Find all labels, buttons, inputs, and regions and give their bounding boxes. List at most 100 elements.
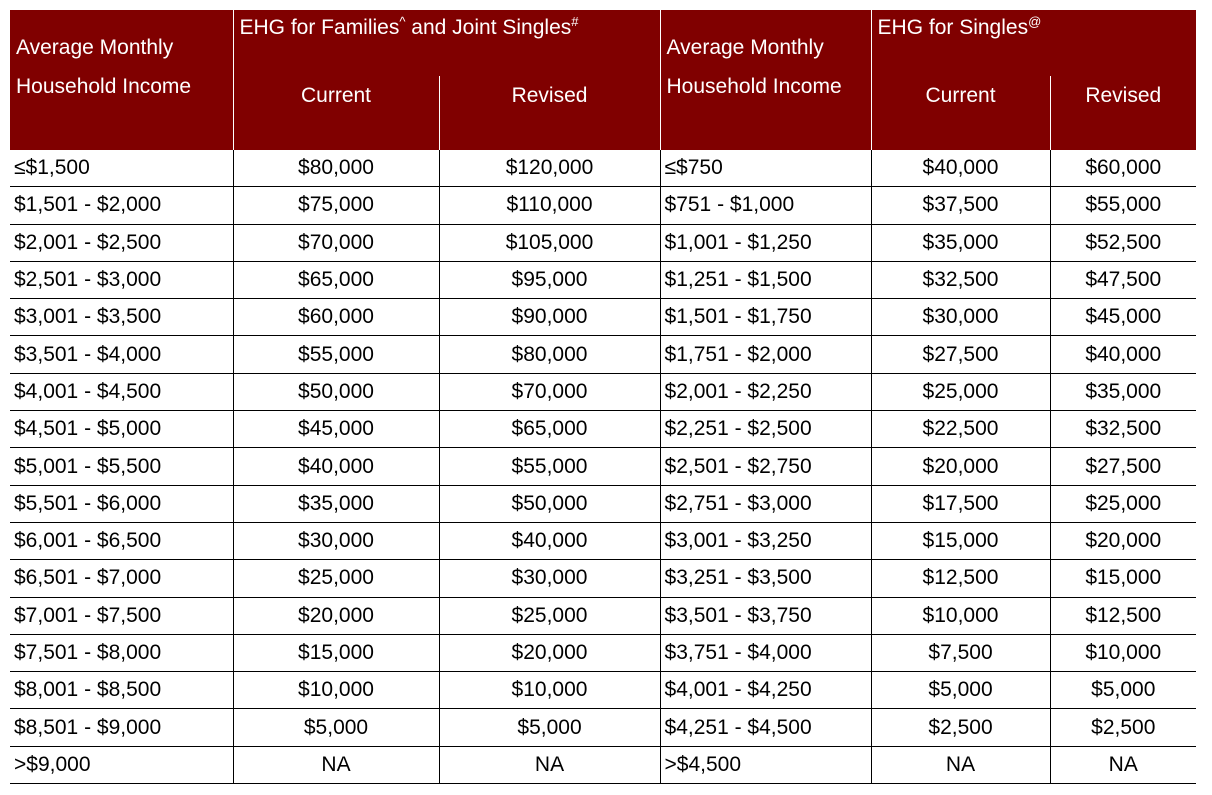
- header-families-current: Current: [232, 76, 439, 150]
- family-revised-cell: $55,000: [438, 447, 661, 486]
- families-label: EHG for Families: [239, 16, 400, 39]
- single-revised-cell: $2,500: [1049, 708, 1197, 747]
- header-singles-group: EHG for Singles@: [870, 10, 1197, 76]
- single-current-cell: $22,500: [870, 410, 1051, 449]
- singles-mark: @: [1028, 14, 1042, 29]
- family-current-cell: $10,000: [232, 671, 439, 710]
- family-income-cell: $5,001 - $5,500: [10, 447, 233, 486]
- family-current-cell: $35,000: [232, 485, 439, 523]
- table-row: $5,001 - $5,500 $40,000 $55,000 $2,501 - $2…: [10, 447, 1197, 486]
- single-revised-cell: $27,500: [1049, 447, 1197, 486]
- single-current-cell: $32,500: [870, 261, 1051, 300]
- singles-label: EHG for Singles: [877, 16, 1029, 39]
- single-current-cell: $10,000: [870, 597, 1051, 635]
- single-current-cell: $30,000: [870, 298, 1051, 337]
- family-current-cell: NA: [232, 746, 439, 785]
- table-row: $2,501 - $3,000 $65,000 $95,000 $1,251 - $1…: [10, 261, 1197, 300]
- family-revised-cell: $40,000: [438, 522, 661, 561]
- single-revised-cell: $20,000: [1049, 522, 1197, 561]
- table-body: ≤$1,500 $80,000 $120,000 ≤$750 $40,000 $60,00…: [10, 150, 1197, 785]
- family-revised-cell: $120,000: [438, 150, 661, 188]
- family-current-cell: $20,000: [232, 597, 439, 635]
- single-revised-cell: $5,000: [1049, 671, 1197, 710]
- single-current-cell: $37,500: [870, 186, 1051, 225]
- single-income-cell: $2,001 - $2,250: [659, 373, 872, 412]
- table-row: $7,001 - $7,500 $20,000 $25,000 $3,501 - $3…: [10, 597, 1197, 635]
- family-current-cell: $25,000: [232, 559, 439, 598]
- family-current-cell: $30,000: [232, 522, 439, 561]
- single-income-cell: $3,501 - $3,750: [659, 597, 872, 635]
- family-revised-cell: $25,000: [438, 597, 661, 635]
- family-income-cell: $8,001 - $8,500: [10, 671, 233, 710]
- family-current-cell: $65,000: [232, 261, 439, 300]
- single-revised-cell: $52,500: [1049, 224, 1197, 262]
- family-current-cell: $60,000: [232, 298, 439, 337]
- family-current-cell: $50,000: [232, 373, 439, 412]
- single-income-cell: $1,501 - $1,750: [659, 298, 872, 337]
- family-current-cell: $80,000: [232, 150, 439, 188]
- header-singles-current: Current: [870, 76, 1051, 150]
- family-income-cell: $6,001 - $6,500: [10, 522, 233, 561]
- single-current-cell: $17,500: [870, 485, 1051, 523]
- family-revised-cell: NA: [438, 746, 661, 785]
- family-current-cell: $55,000: [232, 335, 439, 374]
- family-income-cell: >$9,000: [10, 746, 233, 785]
- single-income-cell: $1,001 - $1,250: [659, 224, 872, 262]
- single-income-cell: >$4,500: [659, 746, 872, 785]
- ehg-table: Average Monthly Household Income EHG for…: [10, 10, 1197, 785]
- single-current-cell: $12,500: [870, 559, 1051, 598]
- single-income-cell: $3,251 - $3,500: [659, 559, 872, 598]
- single-income-cell: $2,251 - $2,500: [659, 410, 872, 449]
- family-revised-cell: $110,000: [438, 186, 661, 225]
- single-revised-cell: $55,000: [1049, 186, 1197, 225]
- family-income-cell: $2,001 - $2,500: [10, 224, 233, 262]
- single-income-cell: $1,751 - $2,000: [659, 335, 872, 374]
- header-singles-revised: Revised: [1049, 76, 1197, 150]
- table-row: $7,501 - $8,000 $15,000 $20,000 $3,751 - $4…: [10, 634, 1197, 673]
- single-current-cell: $15,000: [870, 522, 1051, 561]
- single-current-cell: $7,500: [870, 634, 1051, 673]
- joint-label: and Joint Singles: [405, 16, 572, 39]
- family-current-cell: $75,000: [232, 186, 439, 225]
- single-revised-cell: $25,000: [1049, 485, 1197, 523]
- family-income-cell: $7,501 - $8,000: [10, 634, 233, 673]
- family-revised-cell: $20,000: [438, 634, 661, 673]
- family-revised-cell: $70,000: [438, 373, 661, 412]
- family-income-cell: $7,001 - $7,500: [10, 597, 233, 635]
- header-income-families: Average Monthly Household Income: [10, 10, 233, 150]
- single-current-cell: $25,000: [870, 373, 1051, 412]
- family-revised-cell: $80,000: [438, 335, 661, 374]
- table-row: $8,501 - $9,000 $5,000 $5,000 $4,251 - $4,5…: [10, 708, 1197, 747]
- single-current-cell: $27,500: [870, 335, 1051, 374]
- table-row: $8,001 - $8,500 $10,000 $10,000 $4,001 - $4…: [10, 671, 1197, 710]
- family-income-cell: $3,001 - $3,500: [10, 298, 233, 337]
- family-current-cell: $70,000: [232, 224, 439, 262]
- table-row: $4,501 - $5,000 $45,000 $65,000 $2,251 - $2…: [10, 410, 1197, 449]
- single-current-cell: $2,500: [870, 708, 1051, 747]
- single-income-cell: $4,251 - $4,500: [659, 708, 872, 747]
- single-revised-cell: NA: [1049, 746, 1197, 785]
- header-income-singles: Average Monthly Household Income: [659, 10, 872, 150]
- table-row: >$9,000 NA NA >$4,500 NA NA: [10, 746, 1197, 785]
- families-mark: ^: [399, 14, 406, 29]
- family-revised-cell: $50,000: [438, 485, 661, 523]
- single-revised-cell: $10,000: [1049, 634, 1197, 673]
- single-revised-cell: $15,000: [1049, 559, 1197, 598]
- family-current-cell: $15,000: [232, 634, 439, 673]
- family-income-cell: $4,501 - $5,000: [10, 410, 233, 449]
- single-current-cell: $5,000: [870, 671, 1051, 710]
- family-revised-cell: $10,000: [438, 671, 661, 710]
- family-current-cell: $5,000: [232, 708, 439, 747]
- table-row: $6,501 - $7,000 $25,000 $30,000 $3,251 - $3…: [10, 559, 1197, 598]
- table-row: $4,001 - $4,500 $50,000 $70,000 $2,001 - $2…: [10, 373, 1197, 412]
- single-income-cell: $1,251 - $1,500: [659, 261, 872, 300]
- table-row: $5,501 - $6,000 $35,000 $50,000 $2,751 - $3…: [10, 485, 1197, 523]
- single-revised-cell: $35,000: [1049, 373, 1197, 412]
- single-income-cell: $751 - $1,000: [659, 186, 872, 225]
- family-revised-cell: $90,000: [438, 298, 661, 337]
- family-revised-cell: $30,000: [438, 559, 661, 598]
- single-current-cell: NA: [870, 746, 1051, 785]
- family-current-cell: $40,000: [232, 447, 439, 486]
- single-revised-cell: $12,500: [1049, 597, 1197, 635]
- single-revised-cell: $40,000: [1049, 335, 1197, 374]
